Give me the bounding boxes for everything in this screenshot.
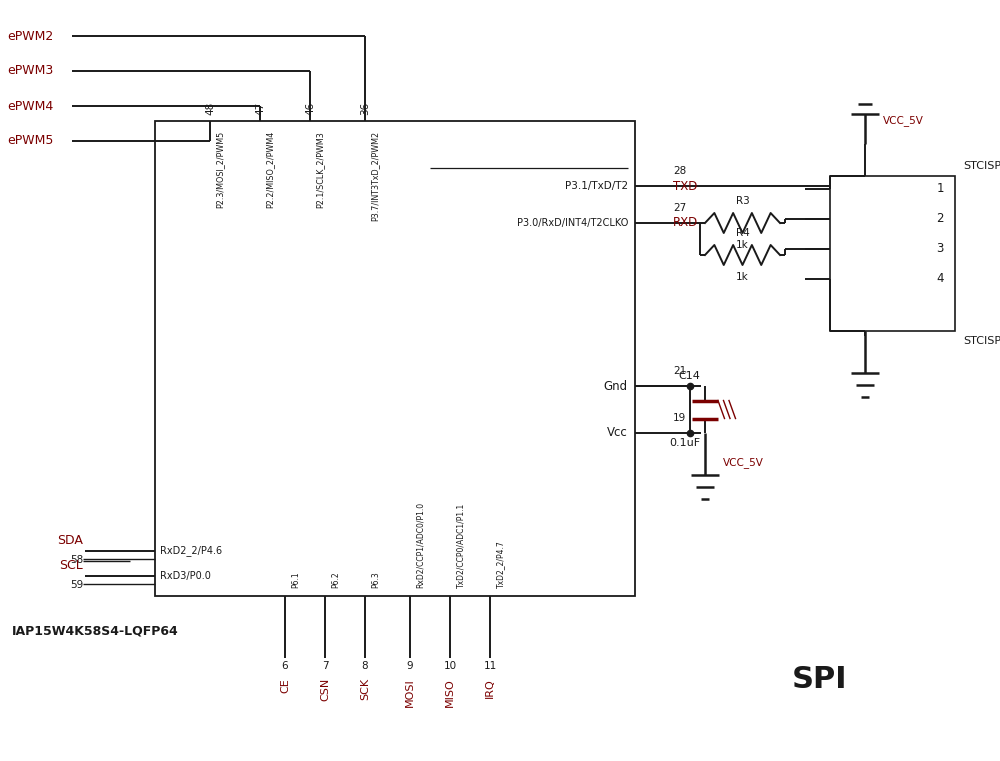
Text: ePWM5: ePWM5 — [7, 135, 53, 148]
Text: IRQ: IRQ — [485, 678, 495, 698]
Text: 59: 59 — [70, 580, 83, 590]
Text: 47: 47 — [255, 102, 265, 115]
Text: MOSI: MOSI — [405, 678, 415, 707]
Text: R3: R3 — [736, 196, 749, 206]
Text: VCC_5V: VCC_5V — [723, 457, 764, 469]
Text: SPI: SPI — [792, 664, 848, 693]
Text: IAP15W4K58S4-LQFP64: IAP15W4K58S4-LQFP64 — [12, 625, 179, 638]
Bar — [830, 176, 955, 331]
Text: P3.1/TxD/T2: P3.1/TxD/T2 — [565, 181, 628, 191]
Text: P6.2: P6.2 — [331, 572, 340, 588]
Text: CSN: CSN — [320, 678, 330, 701]
Text: P3.0/RxD/INT4/T2CLKO: P3.0/RxD/INT4/T2CLKO — [517, 218, 628, 228]
Text: 9: 9 — [407, 661, 413, 671]
Text: P2.2/MISO_2/PWM4: P2.2/MISO_2/PWM4 — [265, 131, 274, 209]
Text: 4: 4 — [936, 272, 944, 285]
Text: P6.1: P6.1 — [291, 572, 300, 588]
Text: RxD2/CCP1/ADC0/P1.0: RxD2/CCP1/ADC0/P1.0 — [416, 501, 425, 588]
Text: 1k: 1k — [736, 272, 749, 282]
Text: TXD: TXD — [673, 180, 697, 193]
Text: CE: CE — [280, 678, 290, 693]
Text: 11: 11 — [483, 661, 497, 671]
Text: TxD2/CCP0/ADC1/P1.1: TxD2/CCP0/ADC1/P1.1 — [456, 503, 465, 588]
Text: RxD3/P0.0: RxD3/P0.0 — [160, 571, 211, 581]
Text: 48: 48 — [205, 102, 215, 115]
Text: P3.7/INT3TxD_2/PWM2: P3.7/INT3TxD_2/PWM2 — [370, 131, 379, 221]
Text: ePWM4: ePWM4 — [7, 100, 53, 113]
Text: Vcc: Vcc — [607, 426, 628, 440]
Text: 3: 3 — [936, 243, 944, 256]
Text: 8: 8 — [362, 661, 368, 671]
Text: P2.1/SCLK_2/PWM3: P2.1/SCLK_2/PWM3 — [315, 131, 324, 208]
Text: 1k: 1k — [736, 240, 749, 250]
Text: VCC_5V: VCC_5V — [883, 116, 924, 126]
Text: STCISP: STCISP — [963, 336, 1000, 346]
Bar — [155, 121, 635, 596]
Text: 0.1uF: 0.1uF — [669, 438, 700, 448]
Text: 21: 21 — [673, 366, 686, 376]
Text: ePWM2: ePWM2 — [7, 30, 53, 43]
Text: P2.3/MOSI_2/PWM5: P2.3/MOSI_2/PWM5 — [215, 131, 224, 209]
Text: MISO: MISO — [445, 678, 455, 707]
Text: 7: 7 — [322, 661, 328, 671]
Text: ̅P3.1/TxD/T2̅: ̅P3.1/TxD/T2̅ — [565, 163, 628, 173]
Text: R4: R4 — [736, 228, 749, 238]
Text: 36: 36 — [360, 102, 370, 115]
Text: SCK: SCK — [360, 678, 370, 700]
Text: 46: 46 — [305, 102, 315, 115]
Text: 27: 27 — [673, 203, 686, 213]
Text: RXD: RXD — [673, 216, 698, 230]
Text: ePWM3: ePWM3 — [7, 65, 53, 78]
Text: 6: 6 — [282, 661, 288, 671]
Text: 2: 2 — [936, 212, 944, 225]
Text: P6.3: P6.3 — [371, 572, 380, 588]
Text: C14: C14 — [678, 371, 700, 381]
Text: 28: 28 — [673, 166, 686, 176]
Text: Gnd: Gnd — [604, 380, 628, 393]
Text: 19: 19 — [673, 413, 686, 423]
Text: SCL: SCL — [59, 559, 83, 572]
Text: TxD2_2/P4.7: TxD2_2/P4.7 — [496, 540, 505, 588]
Text: 1: 1 — [936, 183, 944, 196]
Text: 10: 10 — [443, 661, 457, 671]
Text: SDA: SDA — [57, 534, 83, 547]
Text: RxD2_2/P4.6: RxD2_2/P4.6 — [160, 546, 222, 556]
Text: 58: 58 — [70, 555, 83, 565]
Text: STCISP: STCISP — [963, 161, 1000, 171]
